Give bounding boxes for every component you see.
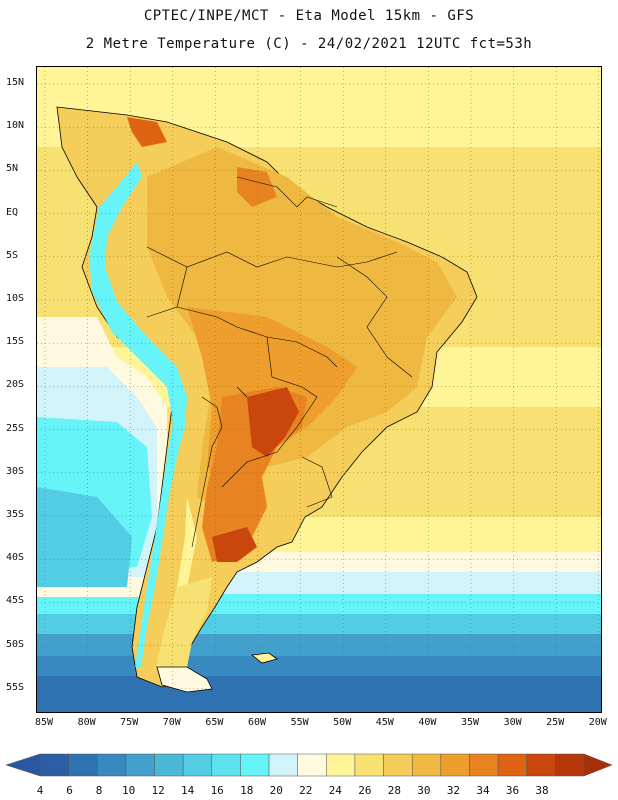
- latitude-label: 5S: [6, 249, 19, 261]
- latitude-label: 25S: [6, 422, 25, 434]
- hottest-zone: [212, 527, 257, 562]
- temperature-colorbar: [5, 753, 613, 777]
- colorbar-label: 18: [240, 784, 254, 797]
- hottest-zone: [247, 387, 299, 457]
- temperature-map: [36, 66, 602, 713]
- chart-title-line-1: CPTEC/INPE/MCT - Eta Model 15km - GFS: [143, 8, 475, 24]
- country-borders: [146, 176, 413, 548]
- longitude-label: 70W: [162, 717, 181, 728]
- colorbar-swatch: [469, 753, 499, 777]
- latitude-label: 50S: [6, 638, 25, 650]
- colorbar-label: 36: [505, 784, 520, 797]
- ocean-band: [37, 676, 601, 712]
- latitude-label: EQ: [6, 206, 19, 218]
- longitude-label: 75W: [120, 717, 139, 728]
- map-canvas: [37, 67, 601, 712]
- colorbar-max-arrow: [583, 753, 613, 777]
- hot-zone: [237, 167, 277, 207]
- latitude-label: 20S: [6, 379, 25, 391]
- colorbar-swatch: [326, 753, 356, 777]
- longitude-label: 45W: [375, 717, 394, 728]
- longitude-label: 55W: [290, 717, 309, 728]
- colorbar-swatch: [411, 753, 442, 777]
- latitude-label: 5N: [6, 163, 19, 175]
- colorbar-swatch: [440, 753, 470, 777]
- border: [236, 176, 338, 208]
- colorbar-label: 4: [36, 784, 44, 797]
- patagonia-zone: [157, 577, 212, 677]
- colorbar-swatch: [354, 753, 384, 777]
- colorbar-swatch: [268, 753, 298, 777]
- colorbar-swatch: [240, 753, 270, 777]
- colorbar-label: 22: [299, 784, 313, 797]
- colorbar-swatch: [39, 753, 69, 777]
- longitude-label: 85W: [34, 717, 54, 728]
- latitude-label: 10N: [6, 120, 25, 132]
- border: [236, 386, 248, 398]
- colorbar-label: 10: [121, 784, 136, 797]
- colorbar-label: 6: [66, 784, 73, 797]
- colorbar-swatch: [97, 753, 127, 777]
- latitude-label: 10S: [6, 293, 25, 304]
- ocean-band: [37, 614, 601, 634]
- colorbar-label: 20: [269, 784, 283, 797]
- longitude-label: 25W: [546, 717, 565, 728]
- ocean-band: [37, 634, 601, 656]
- border: [191, 396, 223, 548]
- andes-warm-edge: [157, 497, 197, 667]
- longitude-label: 50W: [333, 717, 352, 728]
- colorbar-label: 28: [387, 784, 401, 797]
- colorbar-swatch: [383, 753, 413, 777]
- border: [146, 246, 398, 268]
- colorbar-swatch: [125, 753, 155, 777]
- colorbar-swatch: [154, 753, 184, 777]
- longitude-label: 30W: [503, 717, 522, 728]
- colorbar-swatch: [211, 753, 241, 777]
- colorbar-swatch: [555, 753, 585, 777]
- longitude-label: 65W: [205, 717, 224, 728]
- pacific-cool-zone: [37, 487, 132, 587]
- colorbar-swatch: [182, 753, 213, 777]
- longitude-label: 60W: [247, 717, 267, 728]
- colorbar-label: 12: [151, 784, 165, 797]
- longitude-label: 80W: [77, 717, 96, 728]
- hot-zone: [127, 117, 167, 147]
- latitude-label: 15N: [6, 77, 25, 88]
- colorbar-min-arrow: [5, 753, 41, 777]
- colorbar-label: 16: [210, 784, 224, 797]
- colorbar-label: 34: [476, 784, 490, 797]
- border: [266, 336, 318, 428]
- latitude-label: 30S: [6, 465, 25, 477]
- colorbar-swatch: [297, 753, 327, 777]
- colorbar-swatch: [526, 753, 556, 777]
- longitude-label: 40W: [418, 717, 437, 728]
- colorbar-swatch: [497, 753, 527, 777]
- latitude-label: 55S: [6, 681, 25, 693]
- longitude-label: 20W: [588, 717, 607, 728]
- tierra-del-fuego: [156, 666, 213, 693]
- colorbar-label: 26: [358, 784, 372, 797]
- colorbar-label: 30: [417, 784, 431, 797]
- colorbar-swatch: [68, 753, 98, 777]
- border: [336, 256, 413, 378]
- colorbar-label: 38: [535, 784, 549, 797]
- colorbar-label: 14: [181, 784, 195, 797]
- border: [221, 426, 298, 488]
- andes-cool-zone: [89, 162, 187, 667]
- chart-title-line-2: 2 Metre Temperature (C) - 24/02/2021 12U…: [85, 36, 533, 52]
- colorbar-label: 8: [95, 784, 103, 797]
- latitude-label: 15S: [6, 336, 25, 348]
- latitude-label: 35S: [6, 509, 25, 520]
- colorbar-label: 24: [328, 784, 342, 797]
- ocean-band: [37, 656, 601, 676]
- latitude-label: 40S: [6, 552, 25, 564]
- longitude-label: 35W: [460, 717, 480, 728]
- border: [301, 456, 333, 508]
- latitude-label: 45S: [6, 595, 25, 607]
- colorbar-label: 32: [446, 784, 461, 797]
